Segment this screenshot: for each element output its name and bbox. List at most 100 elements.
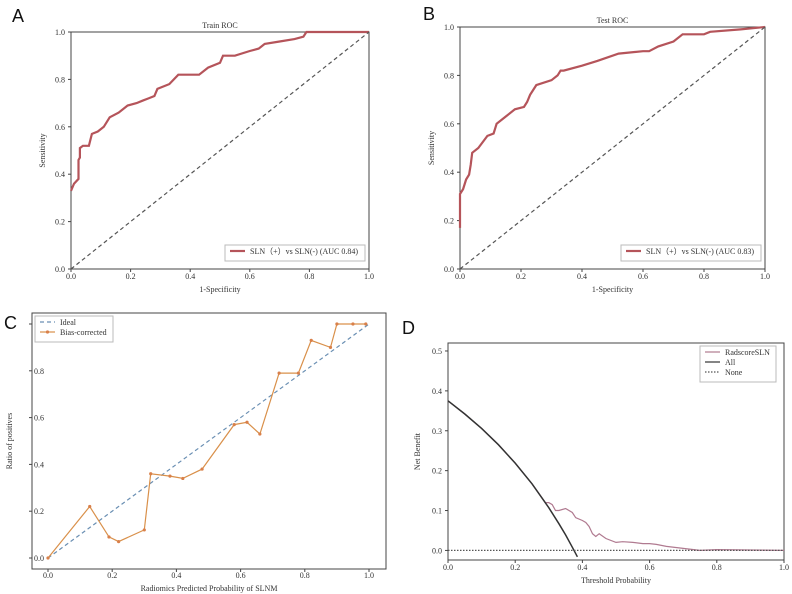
series-line-chance — [70, 31, 370, 270]
legend-box — [620, 244, 762, 262]
y-tick-label: 0.4 — [444, 168, 454, 177]
y-tick-label: 0.6 — [34, 414, 44, 423]
x-tick-label: 1.0 — [364, 272, 374, 281]
legend: SLN（+）vs SLN(-) (AUC 0.84) — [224, 244, 366, 262]
x-tick-label: 0.6 — [245, 272, 255, 281]
data-point — [117, 540, 121, 544]
x-tick-label: 0.4 — [171, 571, 181, 580]
x-tick-label: 0.4 — [185, 272, 195, 281]
series-line-sln-vs-sln-auc- — [69, 30, 369, 192]
y-tick-label: 0.0 — [34, 554, 44, 563]
panel-B: B Test ROC 0.0 0.2 0.4 0.6 0.8 1.0 0.0 0.2 0.4 0.6 0… — [423, 4, 770, 294]
series-line-sln-vs-sln-auc- — [458, 25, 766, 228]
x-tick-label: 0.2 — [516, 272, 526, 281]
y-tick-label: 0.2 — [34, 507, 44, 516]
data-point — [296, 371, 300, 375]
x-tick-label: 0.2 — [126, 272, 136, 281]
data-point — [351, 322, 355, 326]
plot-frame — [459, 26, 766, 270]
x-tick-label: 0.0 — [455, 272, 465, 281]
x-tick-label: 1.0 — [779, 563, 789, 572]
data-point — [232, 423, 236, 427]
series-line-ideal — [47, 323, 370, 559]
y-tick-label: 0.6 — [444, 120, 454, 129]
y-tick-label: 0.8 — [34, 367, 44, 376]
x-tick-label: 0.0 — [66, 272, 76, 281]
x-tick-label: 0.8 — [699, 272, 709, 281]
data-point — [335, 322, 339, 326]
series-line-radscoresln — [447, 400, 785, 552]
panel-letter: C — [4, 313, 17, 333]
panel-letter: A — [12, 6, 24, 26]
data-point — [200, 467, 204, 471]
y-tick-label: 0.4 — [55, 170, 65, 179]
panel-C: C0.00.20.40.60.81.00.00.20.40.60.81.0Rad… — [4, 312, 387, 593]
y-tick-label: 0.0 — [432, 546, 442, 555]
series-line-chance — [459, 26, 766, 270]
legend-entry: SLN（+）vs SLN(-) (AUC 0.83) — [646, 247, 754, 256]
x-axis-label: Threshold Probability — [581, 576, 651, 585]
panel-letter: B — [423, 4, 435, 24]
y-tick-label: 1.0 — [55, 28, 65, 37]
data-point — [328, 345, 333, 349]
x-tick-label: 0.2 — [107, 571, 117, 580]
y-tick-label: 0.2 — [432, 467, 442, 476]
x-tick-label: 0.4 — [577, 272, 587, 281]
x-axis-label: 1-Specificity — [199, 285, 240, 294]
x-tick-label: 1.0 — [760, 272, 770, 281]
y-tick-label: 1.0 — [444, 23, 454, 32]
data-point — [181, 476, 185, 481]
x-tick-label: 0.0 — [443, 563, 453, 572]
data-point — [364, 322, 368, 326]
legend-entry: RadscoreSLN — [725, 348, 770, 357]
y-tick-label: 0.1 — [432, 507, 442, 516]
x-tick-label: 0.6 — [236, 571, 246, 580]
panel-A: A Train ROC 0.0 0.2 0.4 0.6 0.8 1.0 0.0 0.2 0.4 0.6… — [12, 6, 374, 294]
y-tick-label: 0.5 — [432, 347, 442, 356]
x-tick-label: 0.6 — [645, 563, 655, 572]
legend-box — [224, 244, 366, 262]
chart-title: Test ROC — [597, 16, 629, 25]
data-point — [149, 472, 153, 476]
data-point — [107, 535, 111, 539]
y-axis-label: Ratio of positives — [5, 413, 14, 469]
y-tick-label: 0.6 — [55, 123, 65, 132]
legend-marker — [45, 330, 50, 334]
y-tick-label: 0.8 — [444, 71, 454, 80]
y-tick-label: 0.4 — [34, 460, 44, 469]
x-axis-label: 1-Specificity — [592, 285, 633, 294]
y-tick-label: 0.4 — [432, 387, 442, 396]
legend-entry: SLN（+）vs SLN(-) (AUC 0.84) — [250, 247, 358, 256]
legend-entry: All — [725, 358, 736, 367]
plot-frame — [70, 31, 370, 270]
data-point — [168, 474, 172, 478]
legend-entry: Bias-corrected — [60, 328, 107, 337]
data-point — [258, 432, 262, 436]
y-tick-label: 0.2 — [55, 218, 65, 227]
y-tick-label: 0.0 — [55, 265, 65, 274]
data-point — [88, 504, 92, 509]
x-tick-label: 0.2 — [510, 563, 520, 572]
x-tick-label: 0.4 — [577, 563, 587, 572]
y-tick-label: 0.8 — [55, 75, 65, 84]
x-tick-label: 0.6 — [638, 272, 648, 281]
legend-box — [34, 315, 114, 343]
x-tick-label: 0.8 — [304, 272, 314, 281]
y-tick-label: 0.2 — [444, 217, 454, 226]
plot-frame — [447, 342, 785, 561]
y-axis-label: Sensitivity — [38, 133, 47, 167]
panel-D: D 0.0 0.2 0.4 0.6 0.8 1.0 0.0 0.1 0.2 0.3 0.4 0.5 Thr… — [402, 318, 789, 585]
y-tick-label: 0.3 — [432, 427, 442, 436]
legend-entry: Ideal — [60, 318, 77, 327]
x-axis-label: Radiomics Predicted Probability of SLNM — [141, 584, 278, 593]
plot-frame — [31, 312, 387, 570]
series-line-all — [447, 400, 579, 558]
x-tick-label: 1.0 — [364, 571, 374, 580]
x-tick-label: 0.0 — [43, 571, 53, 580]
x-tick-label: 0.8 — [712, 563, 722, 572]
data-point — [277, 371, 281, 375]
legend: SLN（+）vs SLN(-) (AUC 0.83) — [620, 244, 762, 262]
